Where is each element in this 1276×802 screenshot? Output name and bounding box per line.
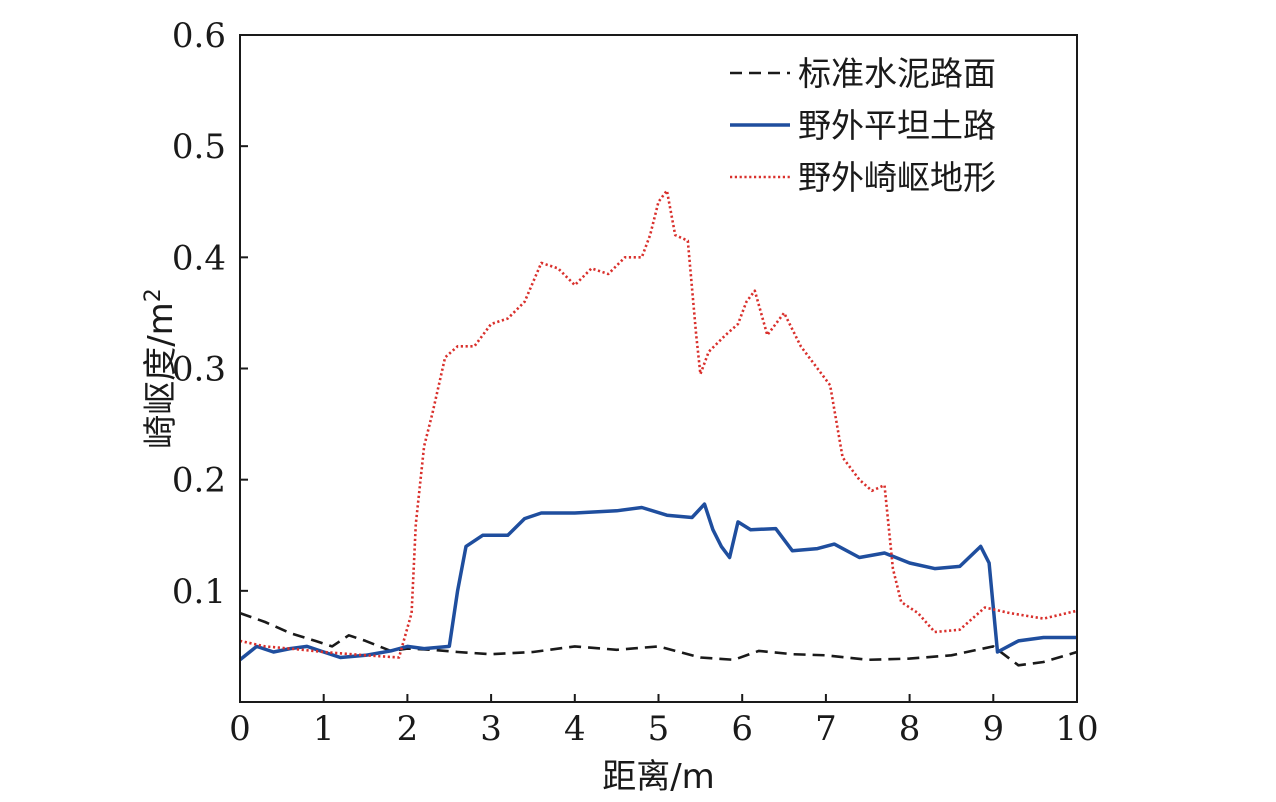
y-tick-label: 0.5: [172, 127, 226, 167]
y-tick-label: 0.2: [172, 461, 226, 501]
y-axis-title: 崎岖度/m2: [141, 288, 181, 449]
y-axis: 0.1 0.2 0.3 0.4 0.5 0.6: [172, 16, 248, 612]
x-tick-label: 4: [564, 709, 586, 749]
x-tick-label: 0: [229, 709, 251, 749]
y-tick-label: 0.4: [172, 238, 226, 278]
x-tick-label: 8: [899, 709, 921, 749]
x-tick-label: 9: [982, 709, 1004, 749]
legend-label-3: 野外崎岖地形: [798, 158, 996, 197]
x-tick-label: 3: [480, 709, 502, 749]
plot-marks: [238, 189, 1078, 667]
x-axis: 0 1 2 3 4 5 6 7 8 9 10: [229, 694, 1099, 749]
y-tick-label: 0.3: [172, 350, 226, 390]
y-axis-title-main: 崎岖度/m: [141, 302, 181, 449]
series-line-2: [238, 502, 1077, 662]
series-line-1: [239, 611, 1078, 667]
y-axis-title-superscript: 2: [141, 288, 166, 302]
x-tick-label: 5: [648, 709, 670, 749]
y-tick-label: 0.1: [172, 572, 226, 612]
legend-label-1: 标准水泥路面: [798, 54, 996, 93]
x-tick-label: 1: [313, 709, 335, 749]
x-tick-label: 10: [1055, 709, 1098, 749]
x-tick-label: 2: [397, 709, 419, 749]
legend-label-2: 野外平坦土路: [798, 106, 996, 145]
x-axis-title: 距离/m: [602, 757, 715, 797]
x-tick-label: 6: [731, 709, 753, 749]
x-tick-label: 7: [815, 709, 837, 749]
y-tick-label: 0.6: [172, 16, 226, 56]
series-line-3: [239, 189, 1078, 659]
